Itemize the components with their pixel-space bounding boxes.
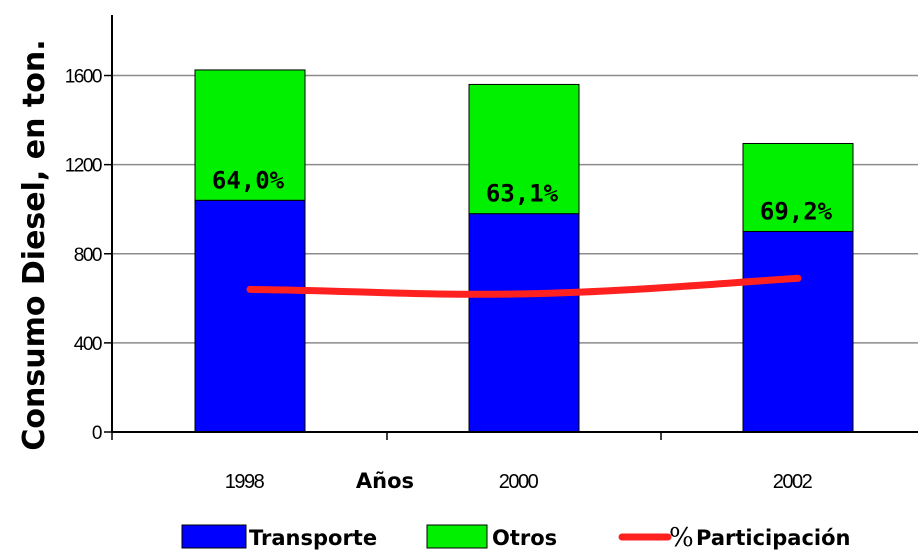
data-label-1998: 64,0%	[212, 166, 285, 194]
y-tick-label: 1200	[65, 156, 102, 177]
legend-label-otros: Otros	[492, 526, 557, 550]
y-tick-label: 400	[74, 334, 102, 355]
legend-label-participacion: Participación	[696, 526, 850, 550]
x-tick-label-2002: 2002	[773, 471, 813, 493]
legend-swatch-otros	[426, 524, 488, 549]
y-tick-label: 800	[74, 245, 102, 266]
legend-swatch-transporte	[181, 524, 247, 549]
data-label-2000: 63,1%	[486, 180, 559, 208]
y-tick-label: 0	[92, 423, 102, 444]
y-axis-label: Consumo Diesel, en ton.	[17, 39, 52, 450]
data-labels: 64,0% 63,1% 69,2%	[212, 166, 833, 225]
legend-pct-symbol: %	[669, 523, 694, 553]
participation-line-layer	[246, 274, 802, 298]
legend-label-transporte: Transporte	[249, 526, 377, 550]
axes: 0 400 800 1200 1600 1998 2000 2002	[65, 15, 918, 493]
bars	[194, 69, 854, 433]
bar-transporte-2000	[468, 213, 580, 433]
bar-otros-1998	[194, 69, 306, 201]
y-tick-label: 1600	[65, 67, 102, 88]
bar-transporte-2002	[742, 230, 854, 433]
bar-otros-2000	[468, 83, 580, 215]
x-tick-label-1998: 1998	[225, 471, 265, 493]
x-axis-label: Años	[356, 469, 414, 493]
bar-otros-2002	[742, 142, 854, 232]
participation-line	[246, 274, 802, 298]
data-label-2002: 69,2%	[760, 197, 833, 225]
bar-transporte-1998	[194, 199, 306, 433]
x-tick-label-2000: 2000	[499, 471, 539, 493]
legend: Transporte Otros % Participación	[181, 523, 850, 553]
